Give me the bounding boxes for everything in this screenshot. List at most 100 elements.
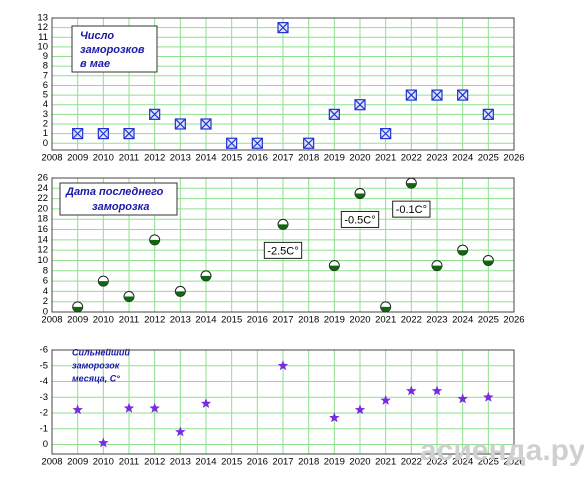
- y-tick-label: 1: [43, 128, 48, 139]
- marker-half: [355, 193, 365, 199]
- marker-cross: [328, 108, 340, 120]
- point: [405, 89, 417, 101]
- y-tick-label: -3: [40, 392, 48, 403]
- x-tick-label: 2011: [119, 153, 139, 164]
- y-tick-label: 4: [43, 99, 48, 110]
- marker-star: [457, 393, 468, 404]
- chart-title: в мае: [80, 58, 110, 70]
- x-tick-label: 2012: [144, 315, 165, 326]
- x-tick-label: 2015: [221, 457, 242, 468]
- marker-half: [483, 260, 494, 266]
- point: [354, 99, 366, 111]
- point: [457, 89, 469, 101]
- point: [303, 137, 315, 149]
- marker-half: [432, 265, 442, 271]
- x-tick-label: 2018: [298, 153, 319, 164]
- marker-cross: [380, 128, 392, 140]
- marker-half: [329, 265, 340, 271]
- x-tick-label: 2024: [452, 457, 473, 468]
- marker-star: [72, 404, 83, 415]
- x-tick-label: 2026: [503, 153, 524, 164]
- marker-half: [278, 224, 288, 230]
- y-tick-label: 14: [37, 234, 48, 245]
- point: [380, 394, 391, 405]
- y-tick-label: 18: [37, 214, 48, 225]
- point: [457, 393, 468, 404]
- y-tick-label: 26: [37, 173, 48, 184]
- marker-star: [149, 402, 160, 413]
- annotation-box: [392, 200, 431, 218]
- point: [200, 118, 212, 130]
- point: [277, 360, 289, 371]
- y-tick-label: -2: [40, 408, 48, 419]
- x-tick-label: 2016: [247, 153, 268, 164]
- x-tick-label: 2025: [478, 153, 499, 164]
- marker-cross: [123, 128, 135, 140]
- x-tick-label: 2020: [349, 315, 370, 326]
- marker-star: [354, 404, 366, 415]
- x-tick-label: 2014: [195, 457, 216, 468]
- x-tick-label: 2020: [349, 153, 370, 164]
- x-tick-label: 2019: [324, 315, 345, 326]
- x-tick-label: 2023: [426, 153, 447, 164]
- y-tick-label: -4: [40, 376, 48, 387]
- point: [174, 118, 186, 130]
- marker-cross: [277, 22, 289, 34]
- x-tick-label: 2020: [349, 457, 370, 468]
- chart-title: Дата последнего: [65, 186, 164, 198]
- chart-title: Число: [80, 30, 114, 42]
- x-tick-label: 2019: [324, 153, 345, 164]
- y-tick-label: 0: [43, 138, 48, 149]
- x-tick-label: 2013: [170, 315, 191, 326]
- x-tick-label: 2026: [503, 315, 524, 326]
- title-box: [59, 182, 178, 216]
- y-tick-label: 0: [43, 307, 48, 318]
- marker-cross: [251, 137, 263, 149]
- x-tick-label: 2022: [401, 153, 422, 164]
- annotation-box: [340, 210, 380, 228]
- marker-star: [329, 412, 340, 423]
- point: [328, 108, 340, 120]
- point: [123, 128, 135, 140]
- point: [251, 137, 263, 149]
- x-tick-label: 2011: [119, 457, 139, 468]
- marker-half: [457, 250, 468, 256]
- x-tick-label: 2013: [170, 153, 191, 164]
- chart-title: Сильнейший: [72, 347, 130, 357]
- marker-half: [98, 281, 109, 287]
- point: [431, 260, 443, 272]
- y-tick-label: 24: [37, 183, 48, 194]
- y-tick-label: 22: [37, 193, 48, 204]
- marker-half: [406, 183, 417, 189]
- point: [174, 285, 186, 297]
- point: [72, 128, 84, 140]
- x-tick-label: 2026: [503, 457, 524, 468]
- marks: -2.5C° -0.5C° -0.1C°: [72, 22, 494, 448]
- grids: 2008 2009 2010 2011 2012 2013 2014 2015 2016 2017…: [37, 13, 524, 468]
- y-tick-label: 7: [43, 70, 48, 81]
- point: [380, 301, 392, 313]
- point: [200, 398, 212, 408]
- x-tick-label: 2025: [478, 457, 499, 468]
- point: [329, 412, 340, 423]
- marker-half: [380, 306, 391, 312]
- plot-frame: [51, 177, 515, 313]
- x-tick-label: 2022: [401, 457, 422, 468]
- point: [200, 270, 212, 282]
- point: [431, 89, 443, 101]
- title-box: [71, 25, 158, 73]
- marker-cross: [431, 89, 443, 101]
- marker-star: [98, 437, 109, 448]
- y-tick-label: 10: [37, 255, 48, 266]
- x-tick-label: 2014: [195, 315, 216, 326]
- point: [482, 108, 494, 120]
- y-tick-label: 3: [43, 109, 48, 120]
- marker-half: [149, 239, 160, 245]
- y-tick-label: -1: [40, 423, 48, 434]
- point: [483, 391, 494, 402]
- y-tick-label: 2: [43, 119, 48, 130]
- x-tick-label: 2016: [247, 457, 268, 468]
- x-tick-label: 2015: [221, 315, 242, 326]
- annotation: -2.5C°: [267, 245, 298, 257]
- point: [72, 301, 84, 313]
